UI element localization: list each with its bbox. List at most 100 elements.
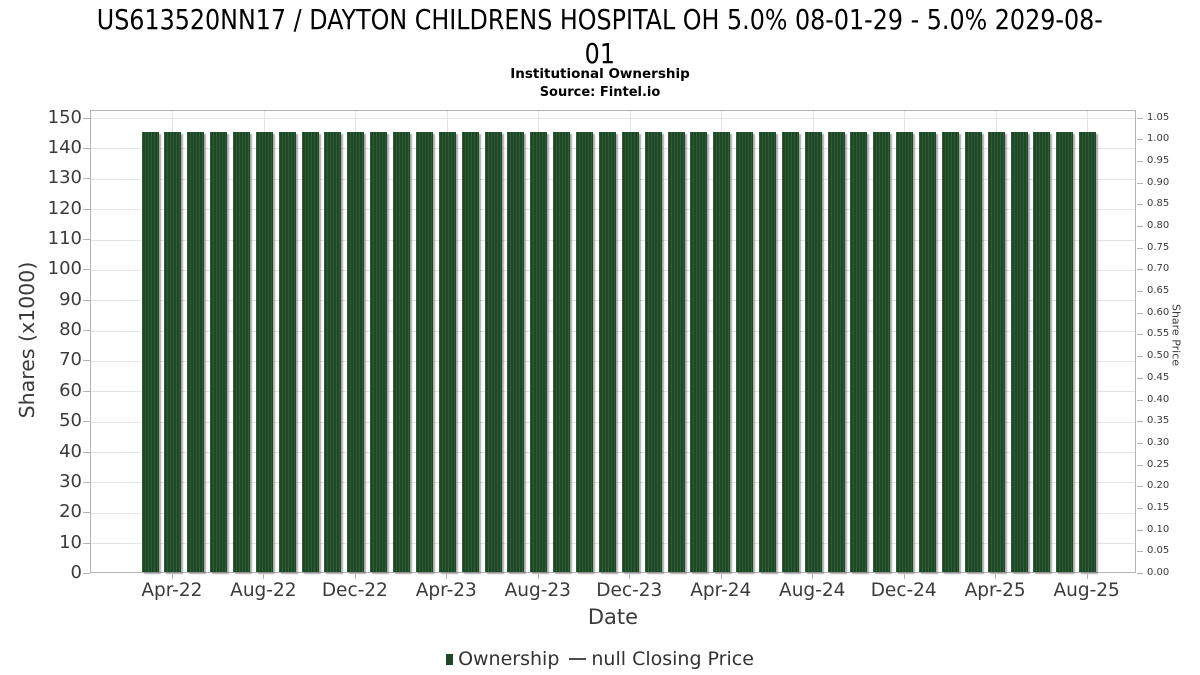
bar[interactable] xyxy=(347,131,365,572)
y-axis-tick-left xyxy=(83,573,90,574)
y-axis-tick-label-left: 30 xyxy=(59,470,82,492)
legend-item-closing-price[interactable]: null Closing Price xyxy=(569,648,754,670)
line-marker-icon xyxy=(569,657,587,661)
y-axis-tick-right xyxy=(1137,226,1143,228)
bar[interactable] xyxy=(1033,131,1051,572)
bar[interactable] xyxy=(1056,131,1074,572)
x-axis-tick-label: Dec-24 xyxy=(870,580,937,601)
page-title: US613520NN17 / DAYTON CHILDRENS HOSPITAL… xyxy=(0,3,1200,71)
chart-source-credit: Source: Fintel.io xyxy=(539,85,661,100)
bar[interactable] xyxy=(164,131,182,572)
bar[interactable] xyxy=(758,131,776,572)
gridline-horizontal xyxy=(91,118,1135,120)
bar[interactable] xyxy=(210,131,228,572)
y-axis-tick-right xyxy=(1137,529,1143,531)
bar[interactable] xyxy=(576,131,594,572)
bar[interactable] xyxy=(896,131,914,572)
bar[interactable] xyxy=(553,131,571,572)
y-axis-tick-right xyxy=(1137,464,1143,466)
y-axis-tick-right xyxy=(1137,356,1143,358)
bar[interactable] xyxy=(644,131,662,572)
bar[interactable] xyxy=(873,131,891,572)
y-axis-tick-label-left: 0 xyxy=(70,562,82,583)
bar[interactable] xyxy=(690,131,708,572)
y-axis-tick-label-left: 80 xyxy=(59,319,82,341)
x-axis-tick-label: Apr-23 xyxy=(415,580,477,601)
bar[interactable] xyxy=(827,131,845,572)
bar[interactable] xyxy=(941,131,959,572)
bar[interactable] xyxy=(850,131,868,572)
y-axis-tick-label-right: 0.25 xyxy=(1147,458,1170,470)
bar[interactable] xyxy=(713,131,731,572)
x-axis-tick-label: Apr-24 xyxy=(690,580,752,601)
bar[interactable] xyxy=(987,131,1005,572)
bar[interactable] xyxy=(736,131,754,572)
x-axis-tick xyxy=(354,574,356,579)
legend-item-ownership[interactable]: Ownership xyxy=(446,648,559,670)
y-axis-tick-left xyxy=(83,269,90,271)
bar[interactable] xyxy=(187,131,205,572)
legend: Ownership null Closing Price xyxy=(0,646,1200,672)
y-axis-tick-label-left: 20 xyxy=(59,501,82,523)
bar[interactable] xyxy=(1010,131,1028,572)
bar[interactable] xyxy=(964,131,982,572)
y-axis-tick-label-left: 110 xyxy=(47,228,82,250)
bar[interactable] xyxy=(461,131,479,572)
x-axis-tick xyxy=(995,574,997,579)
y-axis-tick-label-right: 0.55 xyxy=(1147,328,1170,340)
bar[interactable] xyxy=(507,131,525,572)
bar[interactable] xyxy=(781,131,799,572)
y-axis-tick-left xyxy=(83,208,90,210)
x-axis-tick-label: Aug-24 xyxy=(779,580,846,601)
x-axis-tick-label: Apr-25 xyxy=(964,580,1026,601)
bar[interactable] xyxy=(484,131,502,572)
y-axis-tick-label-left: 60 xyxy=(59,379,82,401)
y-axis-tick-left xyxy=(83,360,90,362)
bar[interactable] xyxy=(415,131,433,572)
y-axis-tick-label-right: 0.15 xyxy=(1147,501,1170,513)
bar[interactable] xyxy=(1079,131,1097,572)
bar[interactable] xyxy=(530,131,548,572)
y-axis-tick-right xyxy=(1137,204,1143,206)
x-axis-tick-label: Dec-23 xyxy=(596,580,663,601)
x-axis-tick-label: Dec-22 xyxy=(321,580,388,601)
bar[interactable] xyxy=(141,131,159,572)
y-axis-tick-label-right: 0.00 xyxy=(1147,567,1170,578)
y-axis-tick-left xyxy=(83,239,90,241)
y-axis-tick-label-right: 0.80 xyxy=(1147,220,1170,232)
y-axis-tick-label-left: 90 xyxy=(59,288,82,310)
y-axis-tick-left xyxy=(83,481,90,483)
y-axis-tick-label-left: 120 xyxy=(47,197,82,219)
y-axis-tick-label-right: 0.05 xyxy=(1147,545,1170,557)
y-axis-tick-label-right: 0.50 xyxy=(1147,350,1170,362)
y-axis-tick-right xyxy=(1137,399,1143,401)
y-axis-tick-label-left: 150 xyxy=(47,106,82,128)
x-axis-tick-label: Aug-22 xyxy=(230,580,297,601)
bar[interactable] xyxy=(667,131,685,572)
bar[interactable] xyxy=(621,131,639,572)
y-axis-tick-label-right: 0.20 xyxy=(1147,480,1170,492)
bar[interactable] xyxy=(301,131,319,572)
bar[interactable] xyxy=(255,131,273,572)
bar[interactable] xyxy=(438,131,456,572)
y-axis-tick-label-right: 0.65 xyxy=(1147,285,1170,297)
y-axis-tick-right xyxy=(1137,507,1143,509)
y-axis-tick-right xyxy=(1137,269,1143,271)
y-axis-tick-left xyxy=(83,451,90,453)
y-axis-tick-right xyxy=(1137,573,1143,574)
y-axis-tick-left xyxy=(83,178,90,180)
bar[interactable] xyxy=(804,131,822,572)
bar[interactable] xyxy=(278,131,296,572)
y-axis-tick-label-right: 0.70 xyxy=(1147,263,1170,275)
y-axis-tick-right xyxy=(1137,377,1143,379)
y-axis-tick-right xyxy=(1137,139,1143,141)
bar[interactable] xyxy=(393,131,411,572)
y-axis-tick-label-right: 0.75 xyxy=(1147,241,1170,253)
bar[interactable] xyxy=(324,131,342,572)
bar[interactable] xyxy=(919,131,937,572)
y-axis-tick-label-right: 0.60 xyxy=(1147,306,1170,318)
bar[interactable] xyxy=(598,131,616,572)
bar[interactable] xyxy=(370,131,388,572)
bar[interactable] xyxy=(232,131,250,572)
